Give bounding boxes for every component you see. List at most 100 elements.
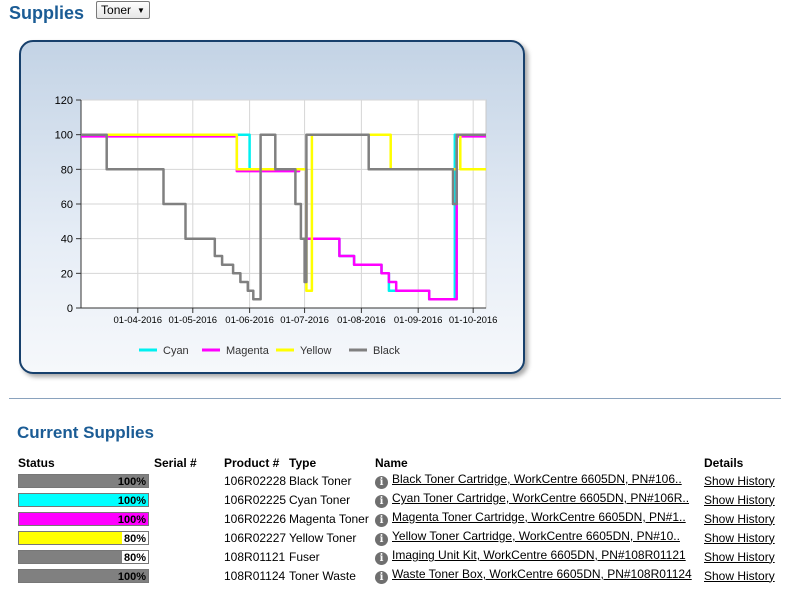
header: Supplies Toner ▼ (9, 0, 150, 26)
supply-name-link[interactable]: Cyan Toner Cartridge, WorkCentre 6605DN,… (392, 491, 690, 505)
level-bar: 80% (18, 550, 149, 564)
level-percent: 100% (117, 476, 146, 488)
level-percent: 100% (117, 495, 146, 507)
level-bar-fill (19, 551, 123, 563)
type-cell: Magenta Toner (289, 511, 369, 526)
type-cell: Toner Waste (289, 568, 356, 583)
serial-cell (154, 547, 224, 566)
supply-name-link[interactable]: Black Toner Cartridge, WorkCentre 6605DN… (392, 472, 682, 486)
y-tick-label: 40 (61, 234, 73, 246)
supply-type-select[interactable]: Toner ▼ (96, 1, 150, 19)
info-icon[interactable]: i (375, 571, 388, 584)
column-header-serial: Serial # (154, 456, 197, 470)
level-bar: 100% (18, 493, 149, 507)
type-cell: Black Toner (289, 473, 352, 488)
x-tick-label: 01-09-2016 (394, 315, 443, 326)
y-tick-label: 20 (61, 268, 73, 280)
column-header-product: Product # (224, 456, 280, 470)
table-row: 100% 106R02228 Black Toner i Black Toner Car… (18, 471, 784, 490)
table-row: 80% 108R01121 Fuser i Imaging Unit Kit, Work… (18, 547, 784, 566)
supply-name-link[interactable]: Yellow Toner Cartridge, WorkCentre 6605D… (392, 529, 680, 543)
table-header-row: Status Serial # Product # Type Name Deta… (18, 455, 784, 471)
table-row: 100% 108R01124 Toner Waste i Waste Toner Box… (18, 566, 784, 585)
supply-name-link[interactable]: Waste Toner Box, WorkCentre 6605DN, PN#1… (392, 567, 692, 581)
y-tick-label: 60 (61, 199, 73, 211)
legend-label-magenta: Magenta (226, 345, 270, 357)
x-tick-label: 01-08-2016 (337, 315, 386, 326)
product-cell: 108R01124 (224, 568, 286, 583)
level-bar: 100% (18, 512, 149, 526)
table-row: 100% 106R02225 Cyan Toner i Cyan Toner Cartr… (18, 490, 784, 509)
product-cell: 106R02226 (224, 511, 287, 526)
type-cell: Fuser (289, 549, 320, 564)
level-bar-fill (19, 532, 123, 544)
status-cell: 100% (18, 490, 154, 509)
status-cell: 100% (18, 509, 154, 528)
level-percent: 100% (117, 514, 146, 526)
details-cell: Show History (704, 528, 784, 547)
show-history-link[interactable]: Show History (704, 473, 775, 488)
legend-label-yellow: Yellow (300, 345, 331, 357)
table-row: 100% 106R02226 Magenta Toner i Magenta Toner… (18, 509, 784, 528)
level-bar-fill (19, 475, 148, 487)
y-tick-label: 80 (61, 164, 73, 176)
column-header-details: Details (704, 456, 744, 470)
name-cell: i Black Toner Cartridge, WorkCentre 6605D… (375, 471, 704, 490)
status-cell: 100% (18, 566, 154, 585)
level-bar-fill (19, 494, 148, 506)
serial-cell (154, 528, 224, 547)
level-bar: 80% (18, 531, 149, 545)
x-tick-label: 01-07-2016 (280, 315, 329, 326)
legend-label-cyan: Cyan (163, 345, 189, 357)
info-icon[interactable]: i (375, 552, 388, 565)
product-cell: 106R02227 (224, 530, 287, 545)
details-cell: Show History (704, 547, 784, 566)
supply-name-link[interactable]: Magenta Toner Cartridge, WorkCentre 6605… (392, 510, 686, 524)
status-cell: 100% (18, 471, 154, 490)
details-cell: Show History (704, 471, 784, 490)
type-cell: Yellow Toner (289, 530, 357, 545)
show-history-link[interactable]: Show History (704, 549, 775, 564)
table-row: 80% 106R02227 Yellow Toner i Yellow Toner Ca… (18, 528, 784, 547)
show-history-link[interactable]: Show History (704, 568, 775, 583)
column-header-status: Status (18, 456, 55, 470)
divider (9, 398, 781, 399)
name-cell: i Cyan Toner Cartridge, WorkCentre 6605DN… (375, 490, 704, 509)
name-cell: i Magenta Toner Cartridge, WorkCentre 660… (375, 509, 704, 528)
supply-type-select-value: Toner (101, 3, 132, 17)
x-tick-label: 01-10-2016 (449, 315, 498, 326)
info-icon[interactable]: i (375, 476, 388, 489)
product-cell: 106R02225 (224, 492, 287, 507)
product-cell: 106R02228 (224, 473, 287, 488)
x-tick-label: 01-04-2016 (114, 315, 163, 326)
current-supplies-title: Current Supplies (17, 423, 154, 442)
details-cell: Show History (704, 509, 784, 528)
y-tick-label: 0 (67, 303, 73, 315)
chevron-down-icon: ▼ (137, 5, 145, 15)
y-tick-label: 120 (55, 95, 73, 107)
x-tick-label: 01-06-2016 (225, 315, 274, 326)
info-icon[interactable]: i (375, 533, 388, 546)
show-history-link[interactable]: Show History (704, 511, 775, 526)
details-cell: Show History (704, 490, 784, 509)
info-icon[interactable]: i (375, 495, 388, 508)
page-title: Supplies (9, 2, 85, 23)
supplies-table: Status Serial # Product # Type Name Deta… (18, 455, 784, 585)
column-header-name: Name (375, 456, 408, 470)
column-header-type: Type (289, 456, 317, 470)
product-cell: 108R01121 (224, 549, 286, 564)
show-history-link[interactable]: Show History (704, 530, 775, 545)
level-percent: 80% (123, 533, 146, 545)
info-icon[interactable]: i (375, 514, 388, 527)
y-tick-label: 100 (55, 130, 73, 142)
serial-cell (154, 490, 224, 509)
level-bar: 100% (18, 474, 149, 488)
legend-label-black: Black (373, 345, 400, 357)
name-cell: i Waste Toner Box, WorkCentre 6605DN, PN#… (375, 566, 704, 585)
level-percent: 100% (117, 571, 146, 583)
supply-name-link[interactable]: Imaging Unit Kit, WorkCentre 6605DN, PN#… (392, 548, 686, 562)
serial-cell (154, 509, 224, 528)
serial-cell (154, 566, 224, 585)
supply-history-chart: 0 20 40 60 80 100 120 01-04-2016 01-05-2016 01-06… (19, 40, 525, 374)
show-history-link[interactable]: Show History (704, 492, 775, 507)
